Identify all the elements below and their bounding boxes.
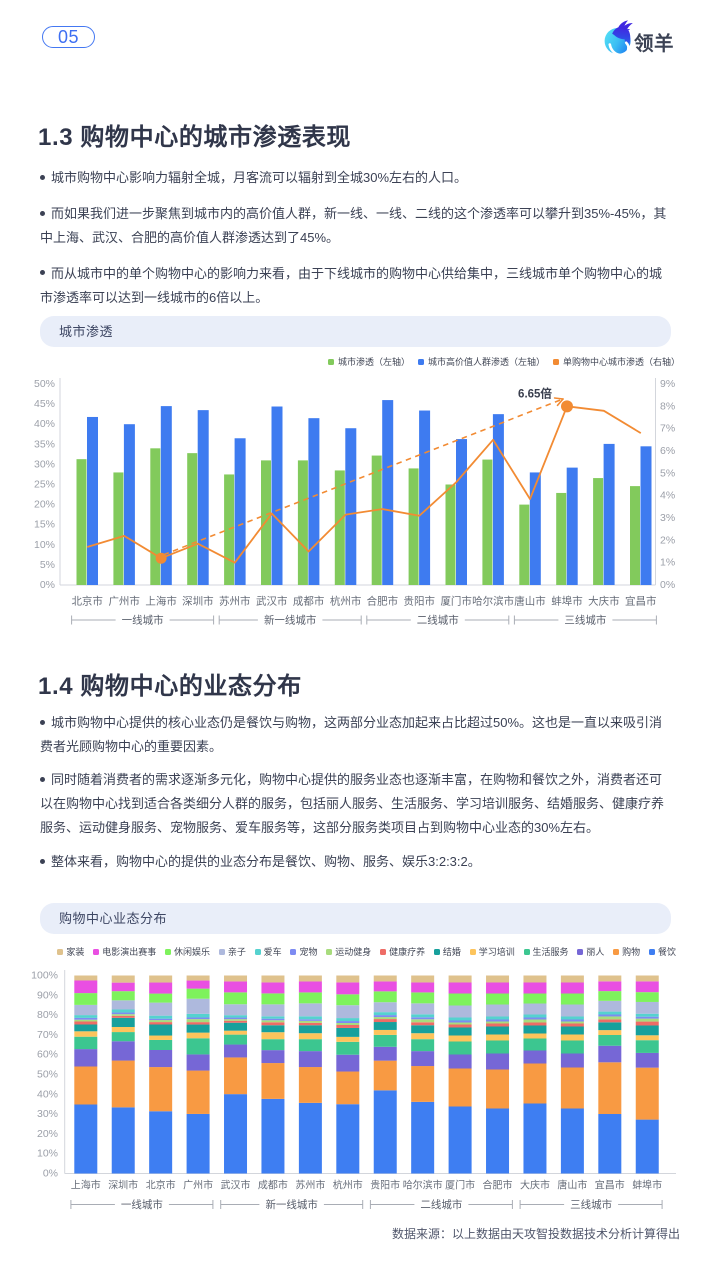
svg-text:90%: 90% bbox=[37, 989, 58, 1001]
svg-text:广州市: 广州市 bbox=[108, 595, 140, 608]
svg-text:新一线城市: 新一线城市 bbox=[265, 1198, 318, 1211]
svg-text:三线城市: 三线城市 bbox=[564, 614, 606, 627]
svg-text:哈尔滨市: 哈尔滨市 bbox=[403, 1179, 443, 1192]
svg-text:5%: 5% bbox=[660, 467, 675, 479]
svg-text:成都市: 成都市 bbox=[293, 595, 325, 608]
svg-text:45%: 45% bbox=[34, 398, 55, 410]
svg-text:70%: 70% bbox=[37, 1029, 58, 1041]
svg-text:50%: 50% bbox=[34, 378, 55, 390]
svg-text:北京市: 北京市 bbox=[71, 595, 103, 608]
svg-text:大庆市: 大庆市 bbox=[520, 1179, 550, 1192]
svg-text:35%: 35% bbox=[34, 438, 55, 450]
svg-text:10%: 10% bbox=[34, 539, 55, 551]
svg-text:6.65倍: 6.65倍 bbox=[518, 387, 552, 401]
svg-text:深圳市: 深圳市 bbox=[182, 595, 214, 608]
svg-text:0%: 0% bbox=[43, 1168, 58, 1180]
svg-text:一线城市: 一线城市 bbox=[121, 1198, 163, 1211]
svg-text:一线城市: 一线城市 bbox=[122, 614, 164, 627]
svg-text:7%: 7% bbox=[660, 423, 675, 435]
svg-text:30%: 30% bbox=[37, 1108, 58, 1120]
svg-text:深圳市: 深圳市 bbox=[108, 1179, 138, 1192]
svg-text:8%: 8% bbox=[660, 400, 675, 412]
svg-text:15%: 15% bbox=[34, 519, 55, 531]
svg-text:哈尔滨市: 哈尔滨市 bbox=[472, 595, 514, 608]
svg-text:大庆市: 大庆市 bbox=[588, 595, 620, 608]
svg-text:0%: 0% bbox=[660, 579, 675, 591]
svg-text:贵阳市: 贵阳市 bbox=[370, 1179, 400, 1192]
svg-text:唐山市: 唐山市 bbox=[557, 1179, 587, 1192]
svg-text:20%: 20% bbox=[37, 1128, 58, 1140]
svg-text:武汉市: 武汉市 bbox=[221, 1179, 251, 1192]
svg-text:100%: 100% bbox=[31, 970, 58, 982]
svg-text:宜昌市: 宜昌市 bbox=[625, 595, 657, 608]
svg-text:60%: 60% bbox=[37, 1049, 58, 1061]
svg-text:贵阳市: 贵阳市 bbox=[404, 595, 436, 608]
svg-text:6%: 6% bbox=[660, 445, 675, 457]
svg-text:新一线城市: 新一线城市 bbox=[264, 614, 317, 627]
svg-text:25%: 25% bbox=[34, 479, 55, 491]
svg-text:苏州市: 苏州市 bbox=[219, 595, 251, 608]
svg-text:杭州市: 杭州市 bbox=[330, 595, 362, 608]
svg-text:蚌埠市: 蚌埠市 bbox=[551, 595, 583, 608]
svg-text:2%: 2% bbox=[660, 534, 675, 546]
svg-text:40%: 40% bbox=[37, 1088, 58, 1100]
svg-text:9%: 9% bbox=[660, 378, 675, 390]
svg-text:0%: 0% bbox=[40, 579, 55, 591]
svg-text:40%: 40% bbox=[34, 418, 55, 430]
svg-text:50%: 50% bbox=[37, 1069, 58, 1081]
svg-text:上海市: 上海市 bbox=[145, 595, 177, 608]
svg-text:4%: 4% bbox=[660, 490, 675, 502]
svg-text:广州市: 广州市 bbox=[183, 1179, 213, 1192]
svg-text:10%: 10% bbox=[37, 1148, 58, 1160]
svg-text:合肥市: 合肥市 bbox=[367, 595, 399, 608]
svg-text:北京市: 北京市 bbox=[146, 1179, 176, 1192]
svg-text:唐山市: 唐山市 bbox=[514, 595, 546, 608]
svg-text:80%: 80% bbox=[37, 1009, 58, 1021]
svg-text:合肥市: 合肥市 bbox=[483, 1179, 513, 1192]
svg-text:3%: 3% bbox=[660, 512, 675, 524]
svg-text:苏州市: 苏州市 bbox=[295, 1179, 325, 1192]
svg-text:30%: 30% bbox=[34, 458, 55, 470]
svg-text:厦门市: 厦门市 bbox=[445, 1179, 475, 1192]
svg-text:成都市: 成都市 bbox=[258, 1179, 288, 1192]
svg-text:宜昌市: 宜昌市 bbox=[595, 1179, 625, 1192]
svg-text:二线城市: 二线城市 bbox=[420, 1198, 462, 1211]
svg-text:20%: 20% bbox=[34, 499, 55, 511]
svg-text:二线城市: 二线城市 bbox=[417, 614, 459, 627]
svg-text:蚌埠市: 蚌埠市 bbox=[632, 1179, 662, 1192]
svg-text:武汉市: 武汉市 bbox=[256, 595, 288, 608]
svg-text:杭州市: 杭州市 bbox=[333, 1179, 363, 1192]
svg-text:5%: 5% bbox=[40, 559, 55, 571]
svg-text:上海市: 上海市 bbox=[71, 1179, 101, 1192]
svg-text:1%: 1% bbox=[660, 557, 675, 569]
svg-text:厦门市: 厦门市 bbox=[440, 595, 472, 608]
svg-text:三线城市: 三线城市 bbox=[570, 1198, 612, 1211]
